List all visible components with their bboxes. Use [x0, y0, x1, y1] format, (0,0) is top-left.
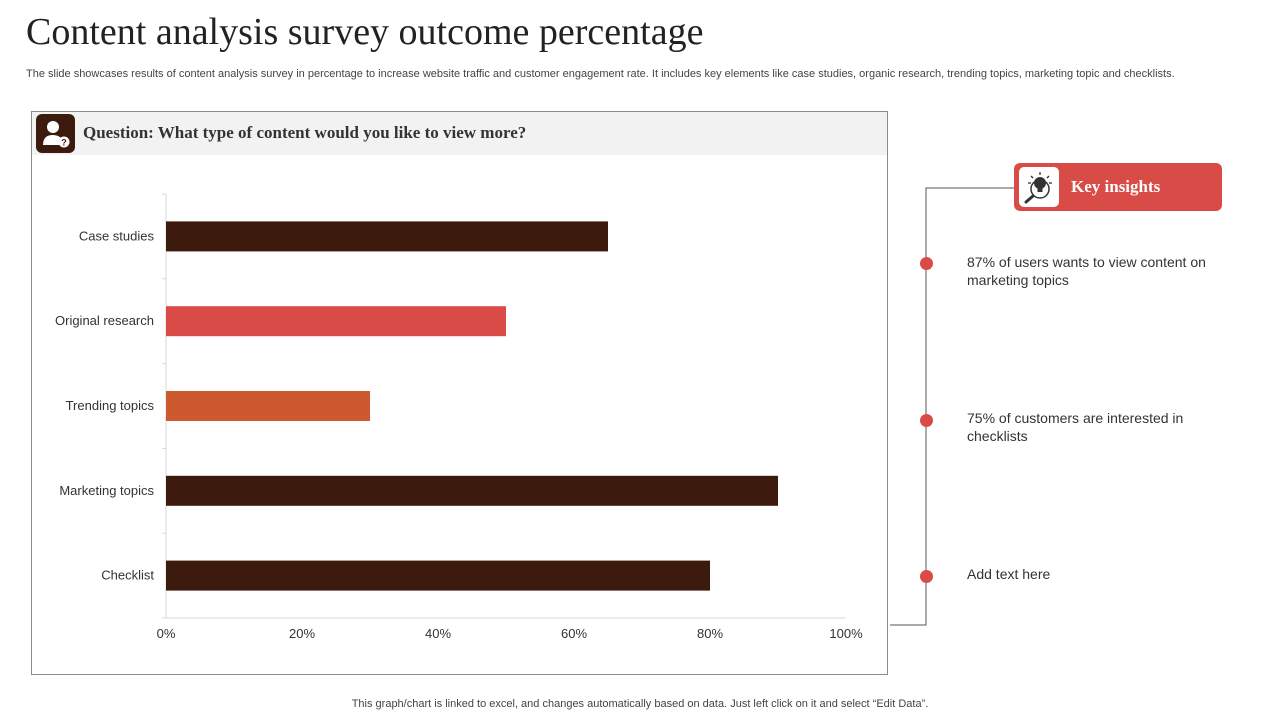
category-label: Checklist [101, 568, 154, 583]
insight-text-3: Add text here [967, 566, 1051, 582]
category-label: Case studies [79, 228, 155, 243]
insight-text-1: 87% of users wants to view content on ma… [967, 254, 1206, 288]
bar-marketing-topics [166, 475, 778, 506]
chart-panel[interactable]: ? Question: What type of content would y… [31, 111, 888, 675]
x-tick-label: 40% [425, 626, 451, 641]
x-tick-label: 80% [697, 626, 723, 641]
bar-chart[interactable]: Case studies Original research Trending to… [32, 112, 889, 676]
key-insights-title: Key insights [1071, 177, 1161, 196]
insight-text-2: 75% of customers are interested in check… [967, 410, 1184, 444]
x-tick-label: 20% [289, 626, 315, 641]
category-label: Marketing topics [59, 483, 154, 498]
user-question-icon: ? [36, 114, 75, 153]
question-bar: ? Question: What type of content would y… [32, 112, 887, 155]
x-tick-label: 60% [561, 626, 587, 641]
bar-case-studies [166, 221, 608, 252]
insight-bullet-3 [920, 570, 933, 583]
category-label: Original research [55, 313, 154, 328]
question-text: Question: What type of content would you… [83, 123, 527, 142]
page-title: Content analysis survey outcome percenta… [26, 11, 704, 53]
bar-trending-topics [166, 391, 370, 421]
footer-note: This graph/chart is linked to excel, and… [351, 698, 929, 710]
key-insights-header: Key insights [1014, 163, 1222, 211]
bar-checklist [166, 560, 710, 591]
x-tick-label: 100% [829, 626, 863, 641]
category-label: Trending topics [66, 398, 155, 413]
bar-original-research [166, 306, 506, 337]
insight-bullet-2 [920, 414, 933, 427]
x-tick-label: 0% [157, 626, 176, 641]
insight-bullet-1 [920, 257, 933, 270]
lightbulb-magnifier-icon [1019, 167, 1059, 207]
svg-text:?: ? [61, 138, 67, 148]
page-subtitle: The slide showcases results of content a… [26, 68, 1175, 80]
